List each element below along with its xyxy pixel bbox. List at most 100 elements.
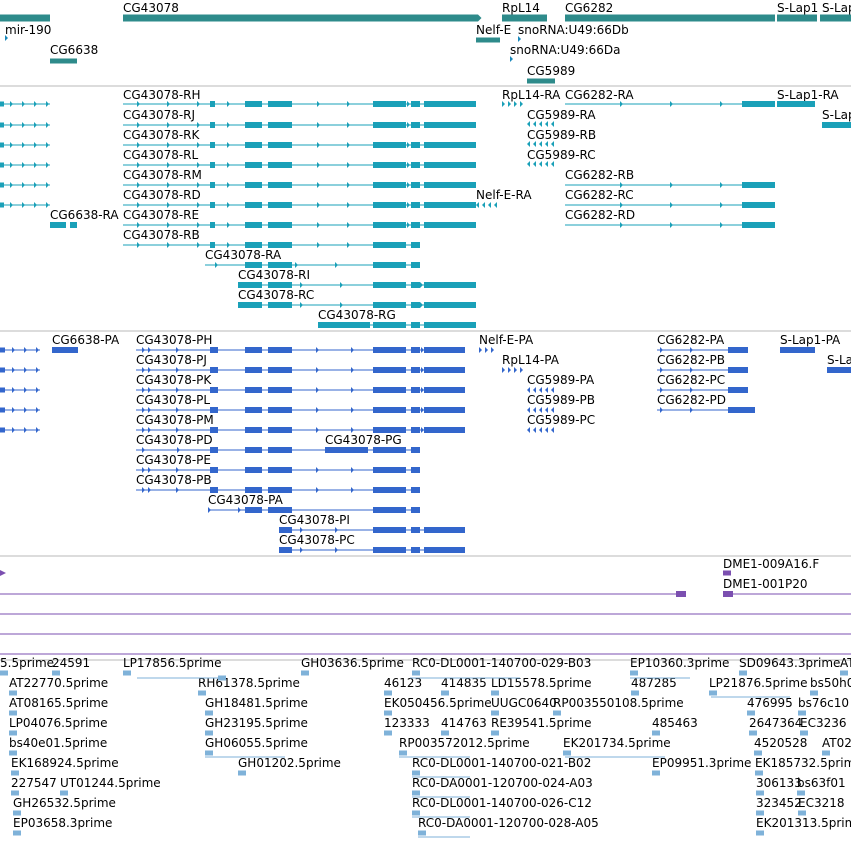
est-feature[interactable] — [11, 770, 19, 776]
coding-exon[interactable] — [373, 467, 406, 473]
est-feature[interactable] — [198, 690, 206, 696]
gene-feature[interactable] — [50, 58, 77, 64]
protein-label[interactable]: CG43078-PB — [136, 473, 212, 487]
protein-label[interactable]: CG5989-PA — [527, 373, 595, 387]
gene-label[interactable]: CG5989 — [527, 64, 575, 78]
exon[interactable] — [268, 162, 292, 168]
est-feature[interactable] — [205, 750, 213, 756]
est-label[interactable]: LD15578.5prime — [491, 676, 592, 690]
exon[interactable] — [424, 222, 476, 228]
exon[interactable] — [822, 122, 851, 128]
exon[interactable] — [424, 122, 476, 128]
coding-exon[interactable] — [0, 427, 5, 433]
transcript-label[interactable]: CG43078-RE — [123, 208, 199, 222]
transcript-label[interactable]: CG5989-RA — [527, 108, 596, 122]
coding-exon[interactable] — [245, 487, 262, 493]
est-feature[interactable] — [123, 670, 131, 676]
est-label[interactable]: LP17856.5prime — [123, 656, 222, 670]
gene-feature[interactable] — [123, 14, 478, 22]
protein-label[interactable]: CG5989-PB — [527, 393, 595, 407]
exon[interactable] — [742, 101, 775, 107]
coding-exon[interactable] — [411, 547, 420, 553]
est-label[interactable]: GH23195.5prime — [205, 716, 308, 730]
protein-label[interactable]: CG43078-PI — [279, 513, 350, 527]
est-label[interactable]: bs76c10 — [798, 696, 849, 710]
est-feature[interactable] — [441, 690, 449, 696]
est-label[interactable]: GH18481.5prime — [205, 696, 308, 710]
est-label[interactable]: EP09951.3prime — [652, 756, 751, 770]
gene-label[interactable]: RpL14 — [502, 1, 540, 15]
est-feature[interactable] — [747, 710, 755, 716]
est-label[interactable]: EC3236 — [800, 716, 847, 730]
exon[interactable] — [268, 122, 292, 128]
est-label[interactable]: bs50h0 — [810, 676, 851, 690]
exon[interactable] — [210, 142, 215, 148]
transcript-label[interactable]: CG6638-RA — [50, 208, 119, 222]
est-feature[interactable] — [652, 770, 660, 776]
gene-label[interactable]: CG43078 — [123, 1, 179, 15]
est-feature[interactable] — [754, 750, 762, 756]
est-label[interactable]: EK201313.5prime — [756, 816, 851, 830]
clone-label[interactable]: DME1-001P20 — [723, 577, 808, 591]
est-feature[interactable] — [652, 730, 660, 736]
est-feature[interactable] — [491, 690, 499, 696]
est-feature[interactable] — [553, 710, 561, 716]
protein-label[interactable]: Nelf-E-PA — [479, 333, 534, 347]
protein-label[interactable]: CG43078-PE — [136, 453, 211, 467]
est-feature[interactable] — [749, 730, 757, 736]
exon[interactable] — [268, 222, 292, 228]
exon[interactable] — [268, 101, 292, 107]
est-label[interactable]: RP003572012.5prime — [399, 736, 530, 750]
exon[interactable] — [424, 182, 476, 188]
coding-exon[interactable] — [411, 527, 420, 533]
est-label[interactable]: UT01244.5prime — [60, 776, 161, 790]
coding-exon[interactable] — [268, 347, 292, 353]
exon[interactable] — [424, 322, 476, 328]
exon[interactable] — [245, 222, 262, 228]
exon[interactable] — [70, 222, 77, 228]
est-label[interactable]: 487285 — [631, 676, 677, 690]
exon[interactable] — [373, 101, 406, 107]
est-feature[interactable] — [238, 770, 246, 776]
est-label[interactable]: 323452 — [756, 796, 802, 810]
exon[interactable] — [268, 282, 292, 288]
coding-exon[interactable] — [245, 407, 262, 413]
gene-label[interactable]: CG6282 — [565, 1, 613, 15]
coding-exon[interactable] — [411, 507, 420, 513]
est-feature[interactable] — [840, 670, 848, 676]
est-label[interactable]: 306133 — [756, 776, 802, 790]
exon[interactable] — [0, 142, 4, 148]
coding-exon[interactable] — [424, 387, 465, 393]
est-feature[interactable] — [13, 810, 21, 816]
est-label[interactable]: RP003550108.5prime — [553, 696, 684, 710]
transcript-label[interactable]: CG43078-RC — [238, 288, 314, 302]
est-feature[interactable] — [9, 710, 17, 716]
coding-exon[interactable] — [373, 527, 406, 533]
clone-end[interactable] — [723, 591, 733, 597]
est-feature[interactable] — [52, 670, 60, 676]
coding-exon[interactable] — [728, 407, 755, 413]
coding-exon[interactable] — [373, 347, 406, 353]
exon[interactable] — [373, 202, 406, 208]
gene-feature[interactable] — [820, 14, 851, 22]
est-feature[interactable] — [756, 830, 764, 836]
est-feature[interactable] — [418, 830, 426, 836]
clone-label[interactable]: DME1-009A16.F — [723, 557, 819, 571]
exon[interactable] — [742, 202, 775, 208]
exon[interactable] — [424, 162, 476, 168]
coding-exon[interactable] — [373, 447, 406, 453]
protein-label[interactable]: CG43078-PL — [136, 393, 210, 407]
transcript-label[interactable]: Nelf-E-RA — [476, 188, 532, 202]
exon[interactable] — [373, 262, 406, 268]
transcript-label[interactable]: S-Lap1-RA — [777, 88, 839, 102]
coding-exon[interactable] — [373, 367, 406, 373]
exon[interactable] — [210, 101, 215, 107]
coding-exon[interactable] — [0, 387, 5, 393]
est-feature[interactable] — [301, 670, 309, 676]
est-label[interactable]: 24591 — [52, 656, 90, 670]
coding-exon[interactable] — [424, 367, 465, 373]
est-label[interactable]: 2647364 — [749, 716, 802, 730]
coding-exon[interactable] — [279, 547, 292, 553]
exon[interactable] — [238, 282, 262, 288]
exon[interactable] — [268, 262, 292, 268]
